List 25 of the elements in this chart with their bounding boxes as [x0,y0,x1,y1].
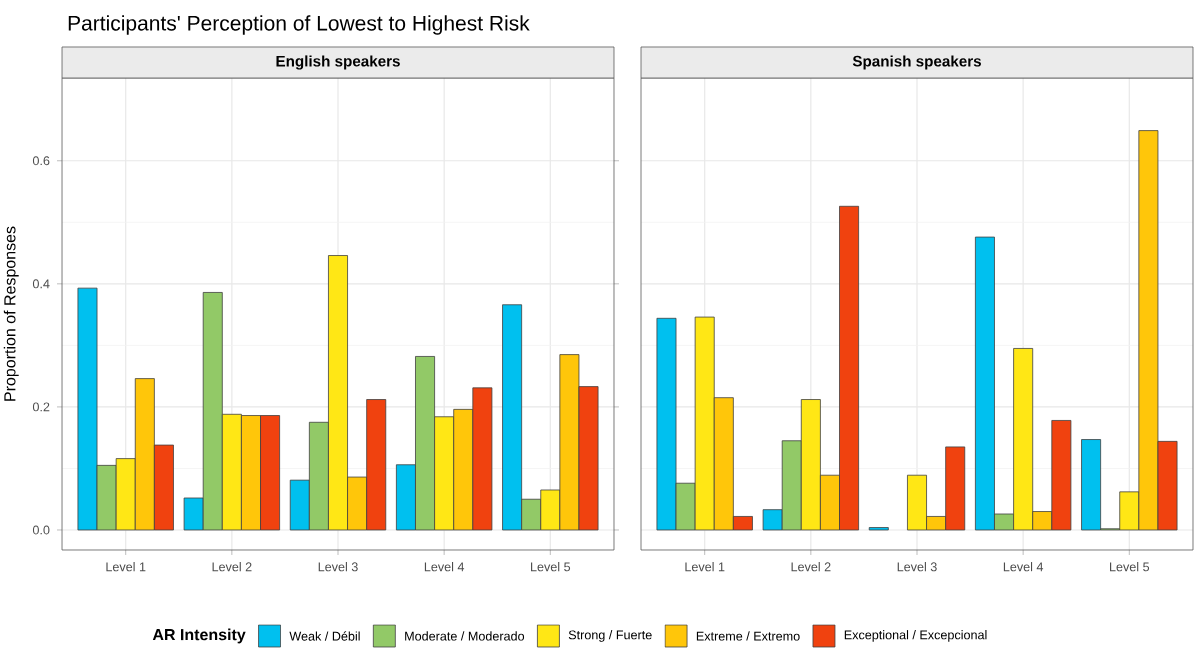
y-tick-label: 0.0 [32,525,50,535]
x-tick-label: Level 1 [685,562,725,572]
x-tick-label: Level 3 [318,562,358,572]
legend-label: Exceptional / Excepcional [844,630,987,642]
legend-label: Extreme / Extremo [696,631,800,641]
x-tick-label: Level 1 [106,562,146,572]
y-tick-label: 0.6 [32,156,50,166]
legend-label: Strong / Fuerte [568,630,652,642]
chart-subtitle: English speakers [276,55,400,70]
bar [868,527,889,531]
x-tick-label: Level 2 [791,562,831,572]
x-tick-label: Level 4 [424,562,465,572]
legend-label: Weak / Débil [289,631,360,641]
legend-title: AR Intensity [152,628,246,644]
chart-title: Participants' Perception of Lowest to Highest Risk [68,15,530,35]
x-tick-label: Level 2 [212,562,252,572]
y-tick-label: 0.4 [32,279,50,289]
x-tick-label: Level 5 [1110,562,1150,572]
x-tick-label: Level 3 [897,562,937,572]
y-axis-title: Proportion of Responses [3,226,19,401]
y-tick-label: 0.2 [32,402,50,412]
legend-label: Moderate / Moderado [405,631,525,641]
chart-subtitle: Spanish speakers [852,55,981,70]
x-tick-label: Level 4 [1003,562,1044,572]
x-tick-label: Level 5 [531,562,571,572]
